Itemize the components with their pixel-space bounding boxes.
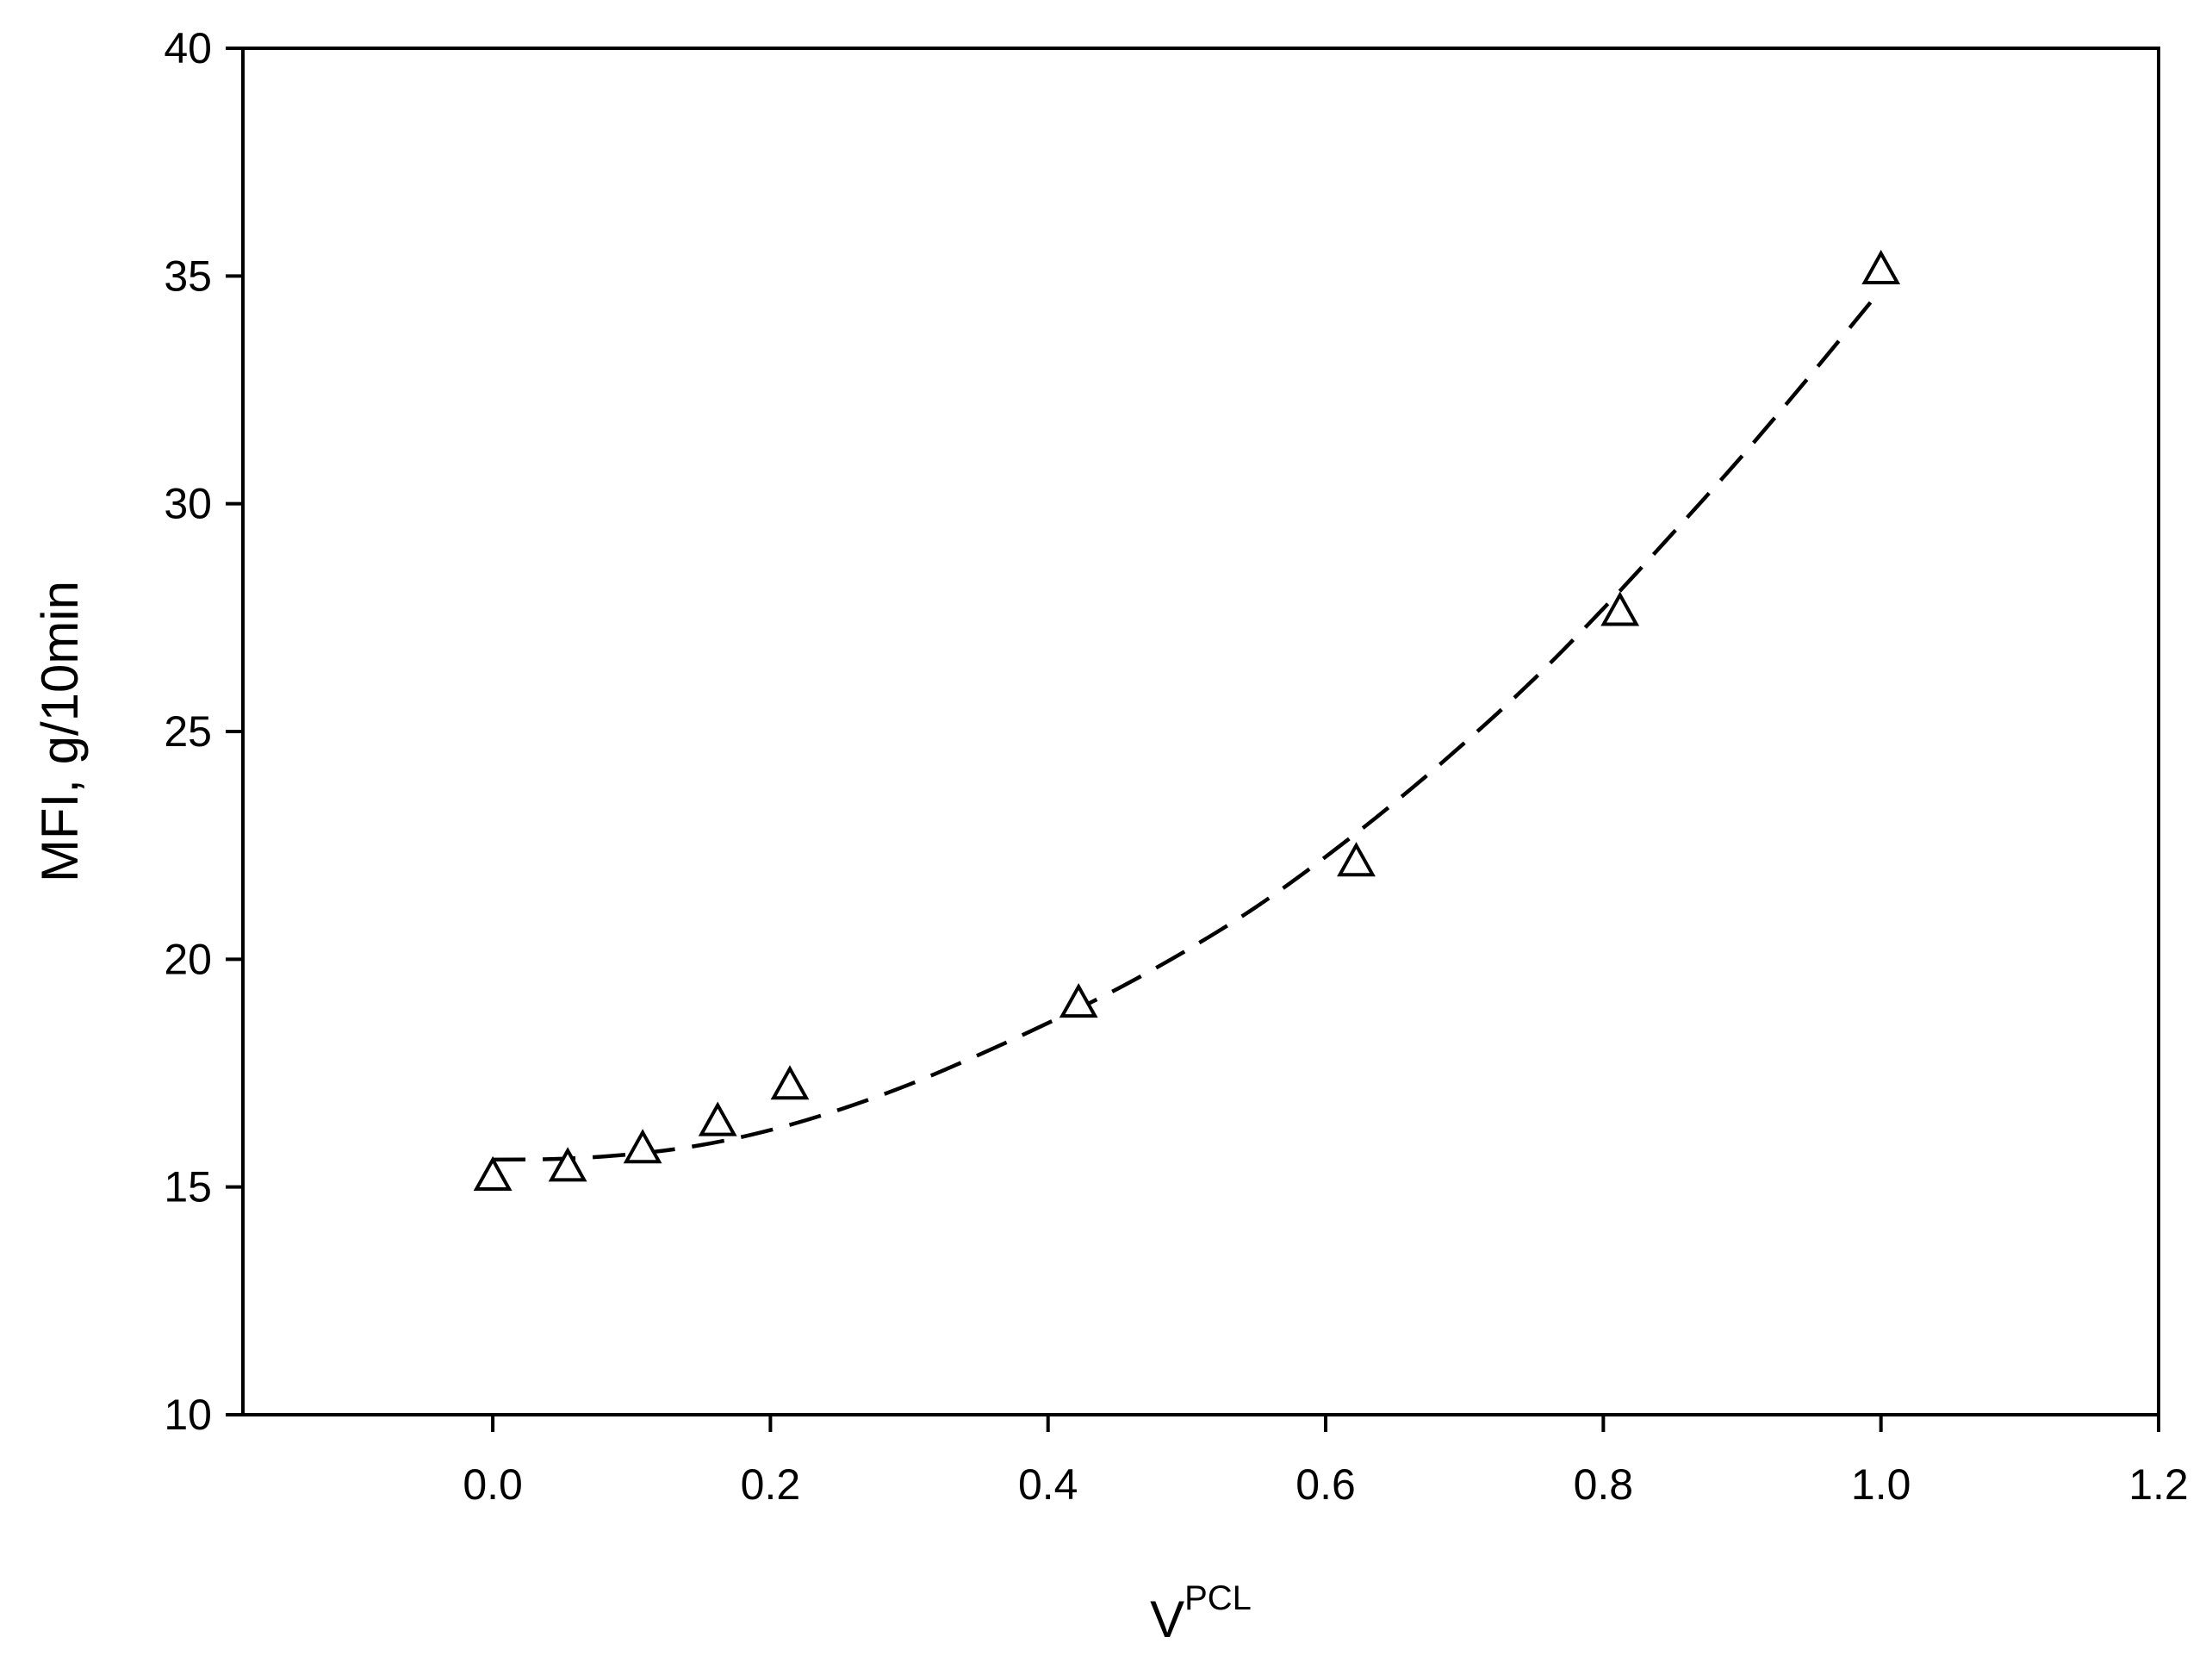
- data-point-marker: [770, 1065, 810, 1100]
- fit-curve: [493, 288, 1883, 1162]
- x-axis-title-main: V: [1150, 1591, 1184, 1648]
- data-point-marker: [473, 1155, 513, 1191]
- x-tick-label: 1.0: [1851, 1460, 1911, 1509]
- x-tick-label: 1.2: [2128, 1460, 2189, 1509]
- y-tick-label: 25: [164, 707, 212, 756]
- y-axis: 10 15 20 25 30 35 40: [164, 24, 243, 1439]
- plot-frame: [241, 47, 2160, 1416]
- x-axis-title: VPCL: [1150, 1579, 1252, 1648]
- y-tick-label: 20: [164, 935, 212, 983]
- y-tick-label: 30: [164, 480, 212, 528]
- x-tick-label: 0.0: [463, 1460, 523, 1509]
- y-tick-label: 40: [164, 24, 212, 72]
- data-point-marker: [1861, 249, 1901, 284]
- x-tick-label: 0.8: [1574, 1460, 1634, 1509]
- x-tick-label: 0.2: [741, 1460, 801, 1509]
- x-axis-title-superscript: PCL: [1184, 1579, 1252, 1617]
- data-point-marker: [1337, 842, 1376, 877]
- data-point-marker: [1059, 983, 1098, 1018]
- data-point-marker: [698, 1101, 737, 1136]
- y-axis-title: MFI, g/10min: [31, 581, 89, 882]
- y-tick-label: 15: [164, 1163, 212, 1211]
- data-points: [473, 249, 1901, 1191]
- data-point-marker: [623, 1129, 662, 1164]
- data-point-marker: [1600, 591, 1640, 626]
- y-tick-label: 35: [164, 252, 212, 300]
- data-point-marker: [548, 1147, 587, 1182]
- x-tick-label: 0.4: [1018, 1460, 1078, 1509]
- x-tick-label: 0.6: [1296, 1460, 1356, 1509]
- x-axis: 0.0 0.2 0.4 0.6 0.8 1.0 1.2: [463, 1415, 2189, 1509]
- y-tick-label: 10: [164, 1391, 212, 1439]
